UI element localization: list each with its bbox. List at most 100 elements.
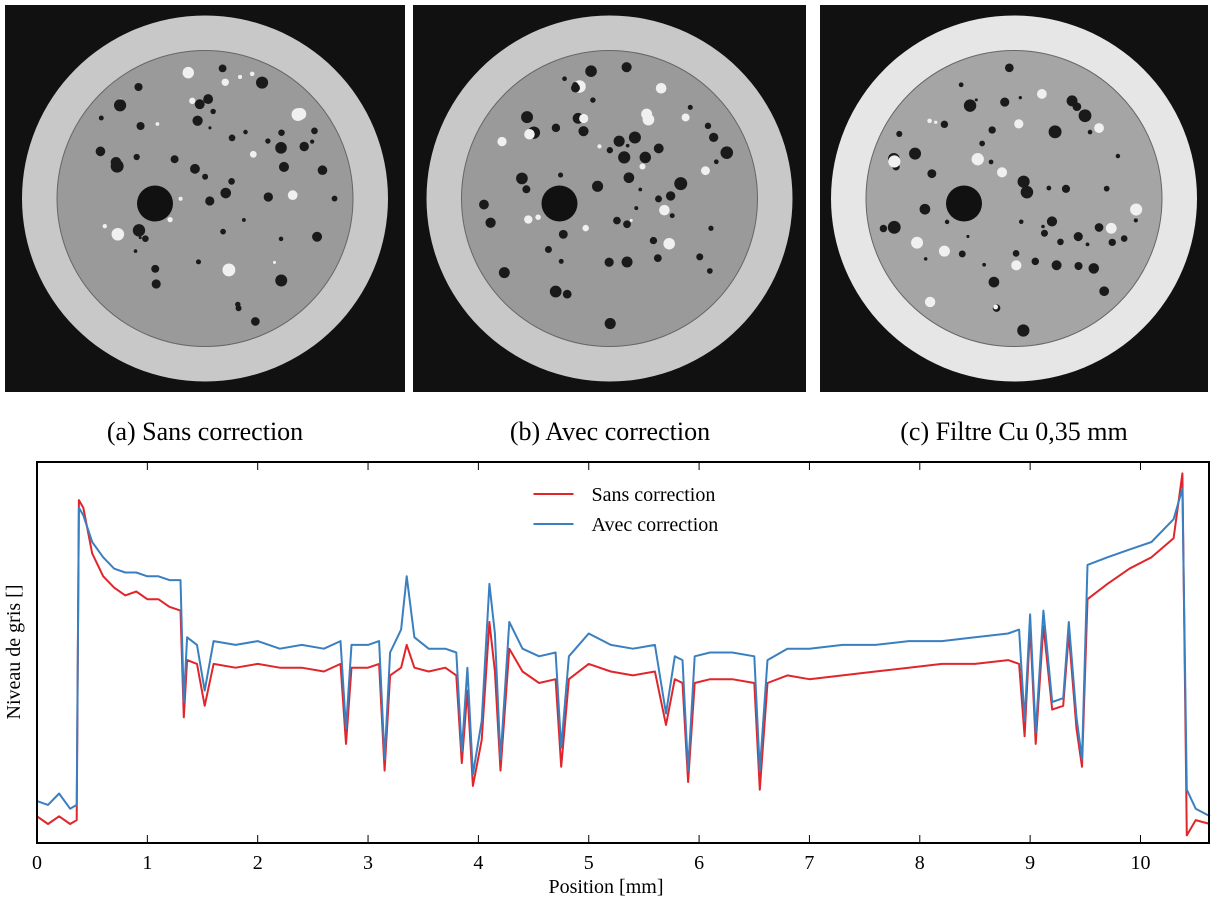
pore (241, 218, 246, 222)
pore (249, 71, 255, 77)
pore (221, 78, 229, 86)
pore (971, 153, 984, 166)
pore (1014, 119, 1024, 129)
x-tick-label: 8 (915, 852, 925, 874)
pore (659, 204, 670, 216)
pore (138, 236, 142, 240)
pore (720, 146, 734, 159)
pore (634, 206, 639, 211)
pore (498, 267, 510, 279)
pore (208, 126, 212, 130)
pore (923, 257, 928, 261)
pore (993, 304, 999, 310)
sample (461, 50, 758, 347)
x-tick-label: 6 (694, 852, 704, 874)
pore (938, 245, 950, 257)
pore (618, 151, 631, 164)
pore (251, 317, 260, 326)
pore (562, 76, 567, 82)
image-panels (5, 5, 1208, 392)
y-axis-label: Niveau de gris [] (3, 585, 25, 720)
pore (535, 214, 541, 220)
pore (687, 104, 693, 110)
pore (272, 260, 277, 264)
pore (263, 192, 273, 202)
pore (655, 82, 667, 94)
pore (623, 220, 631, 229)
legend-label: Sans correction (592, 484, 716, 506)
pore (167, 216, 173, 223)
pore (136, 121, 145, 131)
pore (1103, 185, 1110, 192)
pore (1120, 235, 1128, 242)
pore (278, 236, 284, 242)
pore (674, 177, 688, 191)
pore (243, 129, 248, 135)
pore (278, 129, 285, 136)
pore (1073, 231, 1083, 242)
sample (56, 50, 354, 347)
pore (558, 229, 568, 239)
pore (287, 190, 298, 201)
pore (1105, 222, 1117, 234)
pore (623, 172, 635, 184)
pore (113, 99, 127, 112)
pore (1020, 185, 1034, 199)
pore (1046, 216, 1058, 227)
pore (706, 268, 713, 274)
pore (988, 276, 1000, 288)
pore (590, 97, 596, 103)
pore (701, 166, 710, 176)
pore (275, 142, 287, 154)
pore (704, 122, 712, 130)
pore (228, 134, 236, 142)
pore (1099, 286, 1110, 297)
pore (1046, 185, 1052, 191)
pore (1087, 129, 1093, 135)
pore (896, 130, 903, 137)
pore (585, 65, 597, 77)
pore (544, 246, 552, 253)
x-tick-label: 7 (804, 852, 814, 874)
pore (228, 178, 235, 185)
panel-caption: (c) Filtre Cu 0,35 mm (900, 417, 1127, 446)
pore (924, 296, 936, 308)
pore (1040, 229, 1048, 237)
pore (1061, 184, 1071, 193)
pore (639, 151, 652, 164)
pore (1115, 153, 1121, 159)
pore (1017, 324, 1030, 337)
pore (1011, 260, 1022, 271)
pore (110, 159, 124, 173)
pore (1018, 95, 1022, 100)
pore (578, 126, 589, 137)
x-tick-label: 1 (142, 852, 152, 874)
pore (713, 159, 719, 165)
pore (170, 155, 179, 164)
pore (551, 123, 561, 133)
pore (1057, 238, 1064, 246)
pore (966, 234, 970, 239)
pore (1004, 63, 1014, 73)
pore (1048, 125, 1062, 139)
pore (310, 139, 315, 144)
pore (1133, 218, 1138, 223)
pore (218, 64, 227, 73)
pore (522, 185, 531, 194)
large-pore (946, 185, 982, 222)
pore (681, 113, 690, 122)
pore (1051, 260, 1062, 271)
pore (1094, 123, 1104, 133)
x-tick-label: 2 (253, 852, 263, 874)
pore (592, 180, 604, 192)
pore (311, 127, 318, 135)
pore (1078, 109, 1092, 123)
pore (98, 115, 104, 121)
pore (982, 262, 987, 267)
pore (958, 82, 964, 88)
pore (558, 258, 564, 264)
pore (655, 195, 662, 203)
pore (1018, 219, 1024, 224)
x-tick-label: 4 (473, 852, 483, 874)
